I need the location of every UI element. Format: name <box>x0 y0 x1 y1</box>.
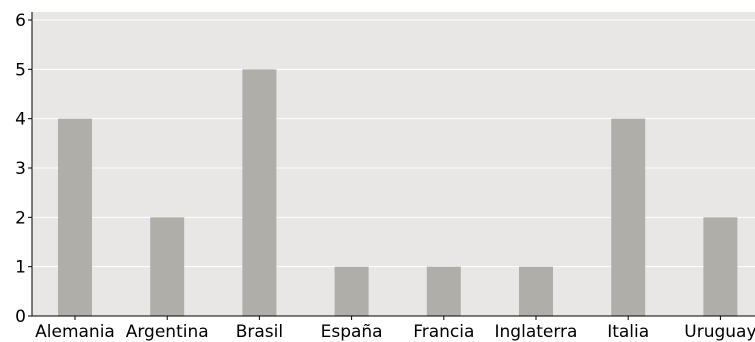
bar-francia <box>426 266 461 316</box>
x-tick-label: Francia <box>413 322 474 342</box>
x-tick-label: Alemania <box>35 322 115 342</box>
bar-inglaterra <box>519 266 553 316</box>
bar-uruguay <box>703 217 738 316</box>
y-tick-label: 5 <box>15 60 26 80</box>
x-tick-label: Inglaterra <box>495 322 578 342</box>
x-tick-label: Italia <box>607 322 649 342</box>
x-tick-label: Argentina <box>126 322 209 342</box>
bar-argentina <box>150 217 185 316</box>
x-tick-label: Uruguay <box>684 322 755 342</box>
y-tick-label: 1 <box>15 258 26 278</box>
x-tick-label: España <box>321 322 383 342</box>
y-axis-ticks: 0 1 2 3 4 5 6 <box>15 11 32 327</box>
x-tick-label: Brasil <box>236 322 283 342</box>
y-tick-label: 4 <box>15 110 26 130</box>
bar-espa-a <box>334 266 369 316</box>
y-tick-label: 2 <box>15 208 26 228</box>
x-axis-labels: Alemania Argentina Brasil España Francia Ingl… <box>35 316 755 342</box>
bars <box>58 69 738 317</box>
y-tick-label: 3 <box>15 159 26 179</box>
bar-italia <box>611 118 646 317</box>
y-tick-label: 6 <box>15 11 26 31</box>
bar-brasil <box>242 69 277 316</box>
y-tick-label: 0 <box>15 307 26 327</box>
plot-background <box>32 12 755 316</box>
bar-alemania <box>58 118 92 317</box>
